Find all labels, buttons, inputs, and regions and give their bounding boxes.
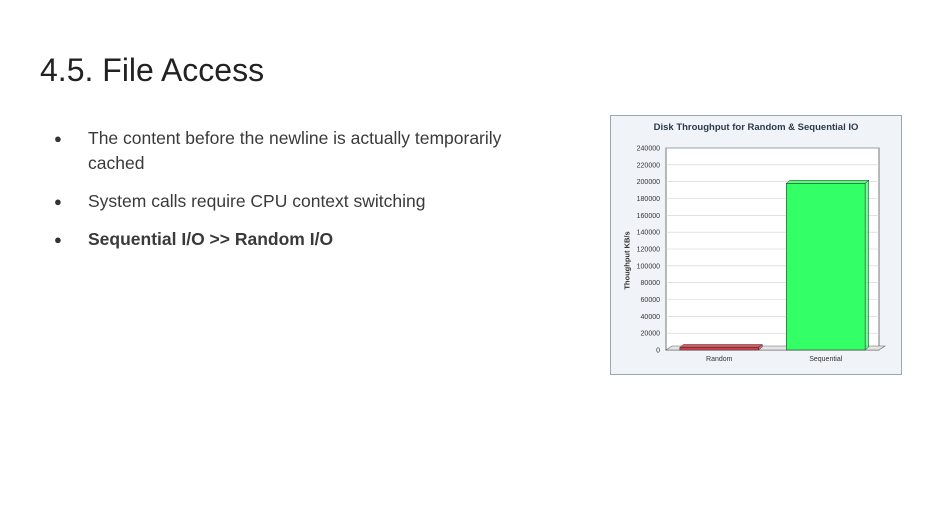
x-tick-label: Random [706, 356, 733, 363]
y-tick-label: 0 [656, 348, 660, 355]
y-tick-label: 20000 [641, 331, 661, 338]
y-tick-label: 120000 [637, 247, 660, 254]
bullet-list: ● The content before the newline is actu… [50, 126, 550, 265]
y-tick-label: 100000 [637, 263, 660, 270]
slide-title: 4.5. File Access [40, 52, 265, 88]
bar-random [679, 347, 759, 351]
chart-plot: 0 20000 40000 60000 80000 100000 120000 140000 1… [637, 146, 886, 363]
bullet-text: The content before the newline is actual… [88, 128, 502, 173]
bullet-text: Sequential I/O >> Random I/O [88, 229, 334, 249]
y-tick-label: 180000 [637, 196, 660, 203]
bar-top [785, 180, 870, 184]
y-tick-label: 80000 [641, 280, 661, 287]
y-tick-label: 60000 [641, 297, 661, 304]
chart-title: Disk Throughput for Random & Sequential … [653, 122, 859, 133]
bar-top [679, 344, 763, 348]
bullet-dot-icon: ● [54, 232, 62, 247]
throughput-chart: Disk Throughput for Random & Sequential … [610, 115, 902, 375]
y-tick-label: 140000 [637, 230, 660, 237]
bullet-item: ● Sequential I/O >> Random I/O [50, 227, 550, 252]
y-tick-label: 220000 [637, 162, 660, 169]
bullet-item: ● The content before the newline is actu… [50, 126, 550, 176]
x-tick-label: Sequential [809, 356, 843, 363]
y-tick-label: 160000 [637, 213, 660, 220]
bullet-dot-icon: ● [54, 131, 62, 146]
y-tick-label: 240000 [637, 146, 660, 153]
y-tick-label: 200000 [637, 179, 660, 186]
bar-side [864, 179, 870, 351]
bullet-item: ● System calls require CPU context switc… [50, 189, 550, 214]
bullet-text: System calls require CPU context switchi… [88, 191, 426, 211]
bar-sequential [786, 183, 866, 351]
bullet-dot-icon: ● [54, 194, 62, 209]
y-tick-label: 40000 [641, 314, 661, 321]
